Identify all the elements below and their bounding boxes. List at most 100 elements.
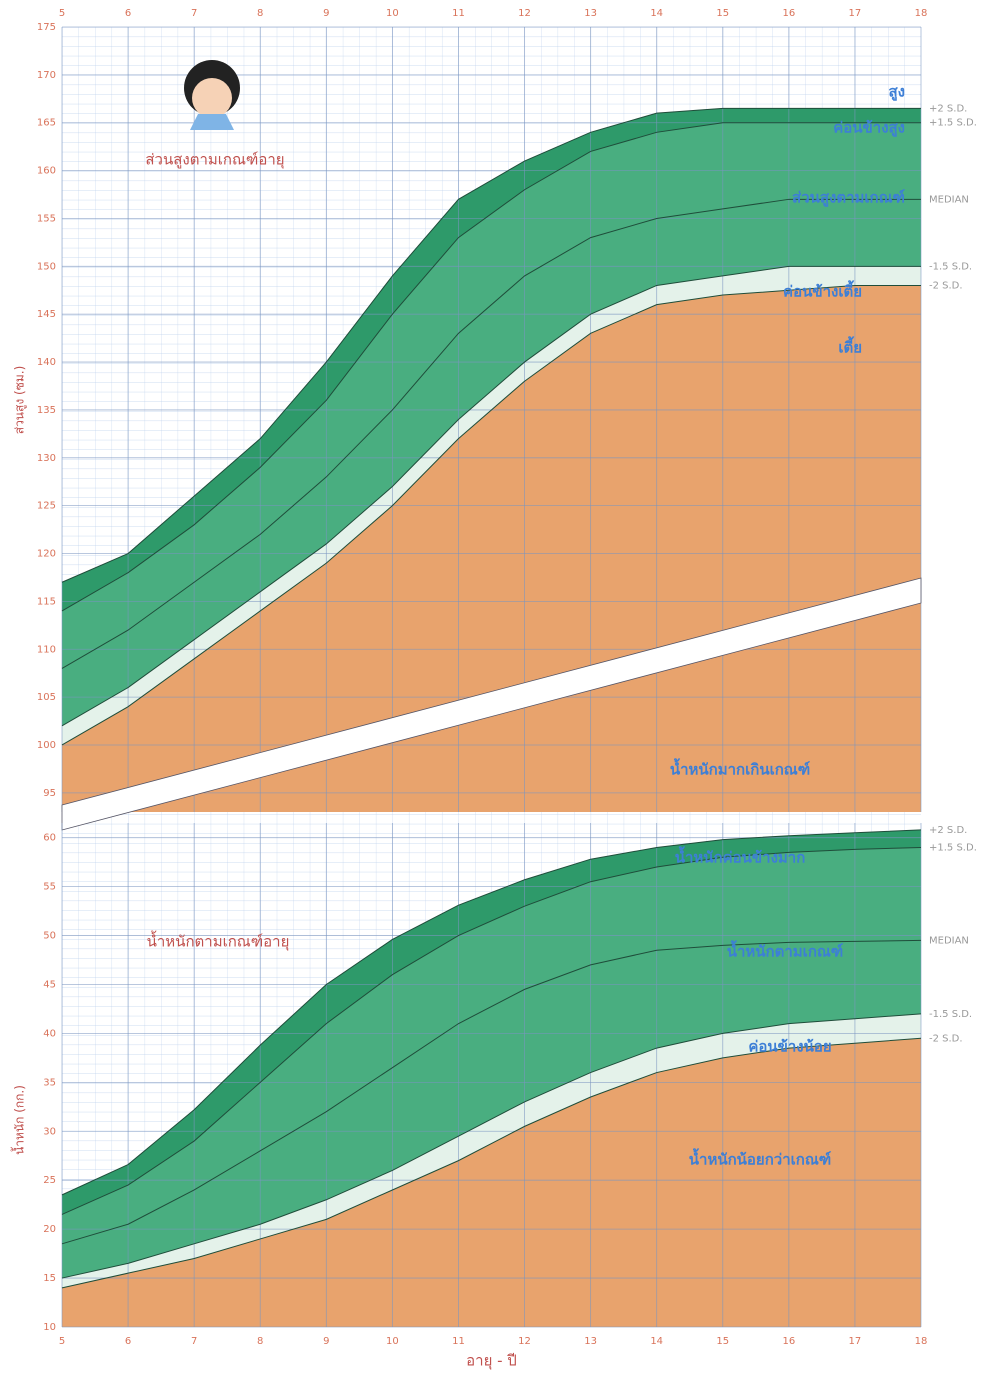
x-axis-label: อายุ - ปี <box>466 1352 517 1371</box>
y-tick-label: 40 <box>43 1028 56 1039</box>
x-tick-label: 18 <box>915 8 928 19</box>
sd-label: +1.5 S.D. <box>929 842 977 853</box>
y-tick-label: 120 <box>37 549 56 560</box>
curve <box>61 284 921 746</box>
zone-label: ค่อนข้างสูง <box>833 119 905 138</box>
y-tick-label: 115 <box>37 596 56 607</box>
chart-title: น้ำหนักตามเกณฑ์อายุ <box>147 931 290 952</box>
y-tick-label: 35 <box>43 1077 56 1088</box>
x-tick-label: 6 <box>125 8 131 19</box>
curve <box>61 829 922 1196</box>
y-tick-label: 15 <box>43 1273 56 1284</box>
x-tick-label: 14 <box>650 8 663 19</box>
zone-label: สูง <box>889 83 905 102</box>
curve <box>61 265 921 727</box>
y-tick-label: 95 <box>43 788 56 799</box>
x-tick-label: 8 <box>257 1336 263 1347</box>
x-tick-label: 15 <box>716 8 729 19</box>
y-tick-label: 55 <box>43 882 56 893</box>
x-tick-label: 15 <box>716 1336 729 1347</box>
x-tick-label: 17 <box>849 8 862 19</box>
sd-label: MEDIAN <box>929 194 969 205</box>
y-tick-label: 25 <box>43 1175 56 1186</box>
zone-label: ค่อนข้างน้อย <box>748 1038 831 1056</box>
y-tick-label: 175 <box>37 22 56 33</box>
x-tick-label: 5 <box>59 1336 65 1347</box>
y-tick-label: 110 <box>37 644 56 655</box>
x-tick-label: 17 <box>849 1336 862 1347</box>
y-tick-label: 130 <box>37 453 56 464</box>
curve <box>61 107 921 583</box>
x-tick-label: 16 <box>782 1336 795 1347</box>
y-tick-label: 145 <box>37 309 56 320</box>
x-tick-label: 10 <box>386 8 399 19</box>
x-tick-label: 12 <box>518 8 531 19</box>
band <box>62 108 921 611</box>
x-tick-label: 9 <box>323 8 329 19</box>
sd-label: -1.5 S.D. <box>929 261 972 272</box>
curve <box>61 198 921 669</box>
y-axis-label: น้ำหนัก (กก.) <box>11 1085 27 1155</box>
zone-label: น้ำหนักมากเกินเกณฑ์ <box>670 758 810 779</box>
curve <box>61 1013 922 1279</box>
y-tick-label: 170 <box>37 70 56 81</box>
curve <box>61 939 922 1245</box>
y-tick-label: 105 <box>37 692 56 703</box>
sd-label: -1.5 S.D. <box>929 1009 972 1020</box>
sd-label: MEDIAN <box>929 935 969 946</box>
sd-label: -2 S.D. <box>929 1033 963 1044</box>
band <box>62 847 921 1244</box>
sd-label: +2 S.D. <box>929 103 967 114</box>
y-tick-label: 140 <box>37 357 56 368</box>
sd-label: -2 S.D. <box>929 280 963 291</box>
chart-title: ส่วนสูงตามเกณฑ์อายุ <box>145 151 284 170</box>
y-tick-label: 135 <box>37 405 56 416</box>
band <box>62 940 921 1279</box>
x-tick-label: 7 <box>191 8 197 19</box>
x-tick-label: 5 <box>59 8 65 19</box>
zone-label: ค่อนข้างเตี้ย <box>783 280 862 301</box>
y-tick-label: 60 <box>43 833 56 844</box>
band <box>62 285 921 813</box>
x-tick-label: 14 <box>650 1336 663 1347</box>
x-tick-label: 7 <box>191 1336 197 1347</box>
x-tick-label: 9 <box>323 1336 329 1347</box>
child-icon <box>184 60 240 130</box>
curve <box>61 1037 922 1289</box>
plots: 9510010511011512012513013514014515015516… <box>11 8 977 1371</box>
y-tick-label: 100 <box>37 740 56 751</box>
x-tick-label: 10 <box>386 1336 399 1347</box>
sd-label: +2 S.D. <box>929 825 967 836</box>
x-tick-label: 13 <box>584 8 597 19</box>
y-tick-label: 160 <box>37 166 56 177</box>
y-tick-label: 165 <box>37 118 56 129</box>
sd-label: +1.5 S.D. <box>929 118 977 129</box>
y-tick-label: 20 <box>43 1224 56 1235</box>
y-tick-label: 30 <box>43 1126 56 1137</box>
x-tick-label: 11 <box>452 1336 465 1347</box>
zone-label: น้ำหนักค่อนข้างมาก <box>675 846 806 867</box>
x-tick-label: 6 <box>125 1336 131 1347</box>
x-tick-label: 8 <box>257 8 263 19</box>
y-tick-label: 45 <box>43 979 56 990</box>
curve <box>61 122 921 612</box>
zone-label: น้ำหนักตามเกณฑ์ <box>727 940 844 961</box>
x-tick-label: 16 <box>782 8 795 19</box>
band <box>62 829 921 1215</box>
y-tick-label: 50 <box>43 931 56 942</box>
y-tick-label: 155 <box>37 213 56 224</box>
curve <box>61 846 922 1215</box>
band <box>62 122 921 669</box>
band <box>62 1038 921 1327</box>
y-tick-label: 10 <box>43 1322 56 1333</box>
y-tick-label: 125 <box>37 501 56 512</box>
x-tick-label: 12 <box>518 1336 531 1347</box>
zone-label: ส่วนสูงตามเกณฑ์ <box>792 189 905 208</box>
band <box>62 1013 921 1288</box>
x-tick-label: 13 <box>584 1336 597 1347</box>
y-tick-label: 150 <box>37 261 56 272</box>
zone-label: น้ำหนักน้อยกว่าเกณฑ์ <box>689 1148 831 1169</box>
x-tick-label: 11 <box>452 8 465 19</box>
zone-label: เตี้ย <box>838 336 862 357</box>
